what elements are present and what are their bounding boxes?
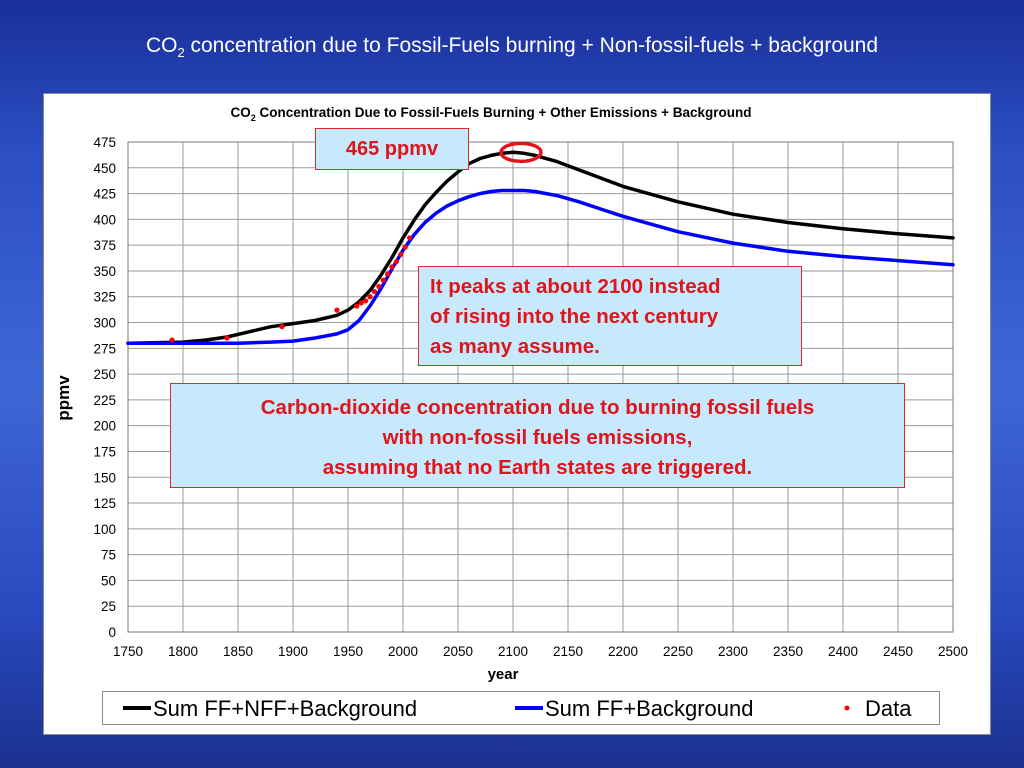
x-tick-label: 2300 [718, 644, 748, 659]
chart-title: CO2 Concentration Due to Fossil-Fuels Bu… [230, 105, 751, 123]
slide-title-rest: concentration due to Fossil-Fuels burnin… [184, 34, 879, 57]
y-tick-label: 50 [101, 573, 116, 588]
y-tick-label: 125 [93, 496, 116, 511]
x-tick-label: 2250 [663, 644, 693, 659]
x-tick-label: 1900 [278, 644, 308, 659]
data-point [371, 288, 377, 295]
slide-title: CO2 concentration due to Fossil-Fuels bu… [0, 34, 1024, 60]
x-tick-label: 2500 [938, 644, 968, 659]
peak-circle-marker [499, 141, 543, 164]
x-tick-label: 2050 [443, 644, 473, 659]
chart-title-subscript: 2 [251, 113, 256, 123]
slide-title-subscript: 2 [177, 45, 185, 61]
scenario-note-line: Carbon-dioxide concentration due to burn… [260, 396, 815, 419]
data-point [393, 259, 399, 265]
data-point [354, 303, 360, 309]
x-tick-label: 2350 [773, 644, 803, 659]
y-tick-label: 150 [93, 470, 116, 485]
x-tick-label: 2100 [498, 644, 528, 659]
y-tick-label: 275 [93, 341, 116, 356]
scenario-note-line: assuming that no Earth states are trigge… [322, 456, 753, 479]
y-tick-label: 200 [93, 419, 116, 434]
data-point [407, 235, 413, 241]
x-tick-label: 2000 [388, 644, 418, 659]
peak-note-callout: It peaks at about 2100 instead of rising… [418, 266, 802, 366]
y-axis-label: ppmv [54, 375, 73, 421]
y-tick-label: 250 [93, 367, 116, 382]
peak-value-callout: 465 ppmv [315, 128, 469, 170]
y-tick-label: 375 [93, 238, 116, 253]
chart-legend: Sum FF+NFF+Background Sum FF+Background … [102, 691, 940, 725]
x-tick-label: 2450 [883, 644, 913, 659]
legend-label-data: Data [865, 696, 912, 721]
data-point [402, 244, 408, 250]
y-tick-label: 425 [93, 187, 116, 202]
chart-gridlines [127, 141, 954, 633]
x-axis-label: year [488, 666, 519, 683]
series-line-0 [126, 150, 955, 345]
y-tick-label: 225 [93, 393, 116, 408]
y-tick-label: 25 [101, 599, 116, 614]
data-point [363, 298, 369, 304]
data-points [169, 235, 413, 343]
data-point [380, 277, 386, 283]
data-point [224, 335, 230, 341]
legend-label-sum-ff: Sum FF+Background [545, 696, 753, 721]
data-point [358, 300, 364, 306]
y-tick-label: 475 [93, 135, 116, 150]
data-point [279, 324, 285, 330]
peak-note-line: as many assume. [430, 335, 600, 358]
scenario-note-callout: Carbon-dioxide concentration due to burn… [170, 383, 905, 488]
y-tick-label: 0 [108, 625, 116, 640]
chart-title-prefix: CO [230, 105, 250, 120]
x-axis-ticks: 1750 1800 1850 1900 1950 2000 2050 2100 2150 2200… [113, 644, 968, 659]
plot-area-border [127, 141, 954, 633]
x-tick-label: 1950 [333, 644, 363, 659]
legend-swatch-data [844, 705, 850, 711]
peak-note-line: of rising into the next century [430, 305, 719, 328]
x-tick-label: 1850 [223, 644, 253, 659]
data-point [367, 294, 373, 300]
x-tick-label: 2150 [553, 644, 583, 659]
y-tick-label: 400 [93, 212, 116, 227]
data-point [389, 264, 395, 270]
series-lines [126, 150, 955, 345]
chart-title-rest: Concentration Due to Fossil-Fuels Burnin… [256, 105, 752, 120]
y-tick-label: 300 [93, 316, 116, 331]
x-tick-label: 2400 [828, 644, 858, 659]
x-tick-label: 1750 [113, 644, 143, 659]
y-tick-label: 325 [93, 290, 116, 305]
y-axis-ticks: 0 25 50 75 100 125 150 175 200 225 250 275 300 325 350… [93, 135, 116, 640]
data-point [385, 271, 391, 277]
data-point [334, 307, 340, 313]
slide-title-prefix: CO [145, 34, 178, 57]
y-tick-label: 175 [93, 444, 116, 459]
x-tick-label: 1800 [168, 644, 198, 659]
data-point [376, 283, 382, 290]
y-tick-label: 350 [93, 264, 116, 279]
y-tick-label: 100 [93, 522, 116, 537]
x-tick-label: 2200 [608, 644, 638, 659]
data-point [169, 337, 175, 343]
data-point [398, 251, 404, 258]
series-line-1 [126, 188, 955, 345]
scenario-note-line: with non-fossil fuels emissions, [382, 426, 693, 449]
y-tick-label: 75 [101, 548, 116, 563]
y-tick-label: 450 [93, 161, 116, 176]
peak-note-line: It peaks at about 2100 instead [430, 275, 721, 298]
legend-label-sum-ff-nff: Sum FF+NFF+Background [153, 696, 417, 721]
